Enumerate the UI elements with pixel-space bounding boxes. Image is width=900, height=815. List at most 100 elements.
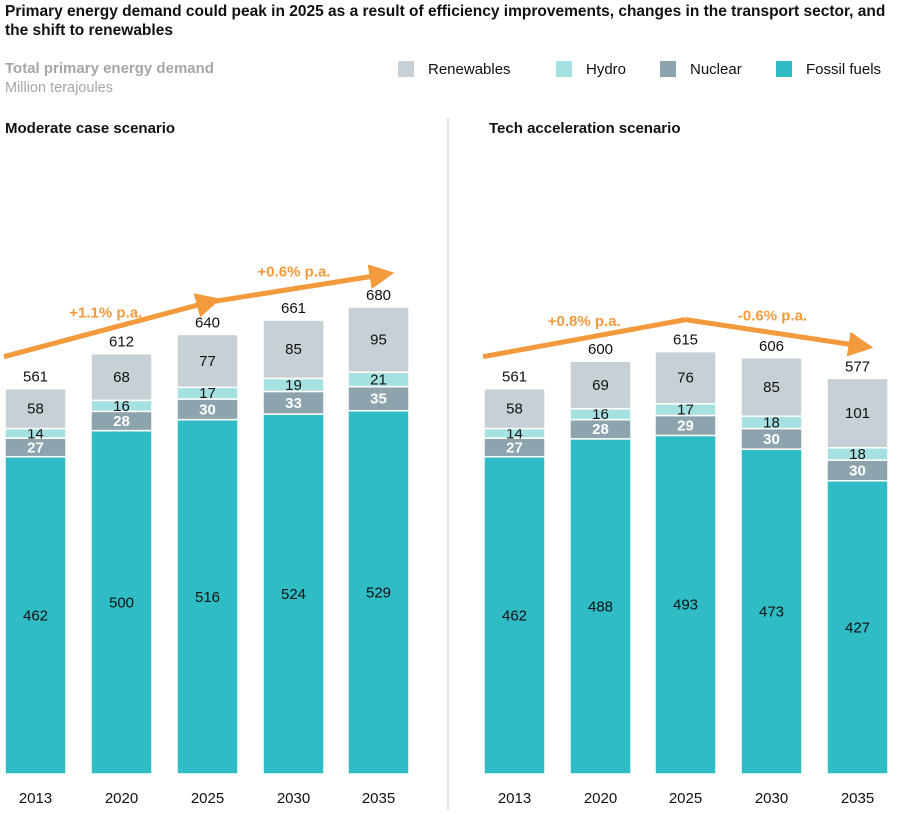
data-label-fossil-fuels: 493 xyxy=(673,597,698,614)
panel-title-moderate: Moderate case scenario xyxy=(5,120,176,137)
data-label-hydro: 17 xyxy=(677,402,694,419)
total-label: 606 xyxy=(759,338,784,355)
data-label-hydro: 19 xyxy=(285,377,302,394)
data-label-nuclear: 27 xyxy=(27,439,44,456)
chart-title: Primary energy demand could peak in 2025… xyxy=(5,3,886,39)
data-label-renewables: 77 xyxy=(199,353,216,370)
total-label: 615 xyxy=(673,332,698,349)
bar-segment-fossil-fuels xyxy=(740,448,803,775)
data-label-fossil-fuels: 462 xyxy=(23,607,48,624)
total-label: 577 xyxy=(845,358,870,375)
data-label-renewables: 101 xyxy=(845,405,870,422)
data-label-hydro: 18 xyxy=(849,446,866,463)
data-label-fossil-fuels: 500 xyxy=(109,594,134,611)
growth-rate-label: +0.6% p.a. xyxy=(258,264,331,281)
bar-segment-renewables xyxy=(347,306,410,373)
data-label-fossil-fuels: 473 xyxy=(759,604,784,621)
data-label-renewables: 69 xyxy=(592,377,609,394)
data-label-nuclear: 30 xyxy=(849,462,866,479)
data-label-nuclear: 27 xyxy=(506,439,523,456)
bar-segment-fossil-fuels xyxy=(176,418,239,775)
data-label-nuclear: 33 xyxy=(285,395,302,412)
bar-segment-renewables xyxy=(90,352,153,402)
legend-item-renewables: Renewables xyxy=(398,59,511,79)
growth-rate-label: -0.6% p.a. xyxy=(738,308,807,325)
legend-label-renewables: Renewables xyxy=(428,60,511,78)
growth-arrow xyxy=(3,293,222,360)
data-label-hydro: 14 xyxy=(506,425,523,442)
data-label-fossil-fuels: 427 xyxy=(845,619,870,636)
x-tick-label: 2035 xyxy=(841,790,874,807)
legend-swatch-nuclear xyxy=(660,61,676,77)
bar-segment-fossil-fuels xyxy=(262,413,325,775)
bar-segment-fossil-fuels xyxy=(483,455,546,775)
bar-segment-renewables xyxy=(483,387,546,430)
legend-label-nuclear: Nuclear xyxy=(690,60,742,78)
bar-segment-renewables xyxy=(826,377,889,449)
x-tick-label: 2013 xyxy=(498,790,531,807)
data-label-nuclear: 30 xyxy=(763,431,780,448)
data-label-nuclear: 30 xyxy=(199,401,216,418)
data-label-hydro: 16 xyxy=(113,398,130,415)
total-label: 680 xyxy=(366,287,391,304)
data-label-nuclear: 28 xyxy=(592,421,609,438)
data-label-renewables: 95 xyxy=(370,332,387,349)
bar-segment-nuclear xyxy=(347,385,410,412)
growth-rate-label: +1.1% p.a. xyxy=(69,305,142,322)
total-label: 600 xyxy=(588,341,613,358)
data-label-fossil-fuels: 524 xyxy=(281,586,306,603)
x-tick-label: 2013 xyxy=(19,790,52,807)
legend-item-fossil-fuels: Fossil fuels xyxy=(776,59,881,79)
data-label-renewables: 76 xyxy=(677,370,694,387)
bar-segment-fossil-fuels xyxy=(4,455,67,775)
x-tick-label: 2030 xyxy=(277,790,310,807)
data-label-renewables: 85 xyxy=(285,341,302,358)
total-label: 561 xyxy=(23,369,48,386)
unit-label: Million terajoules xyxy=(5,80,113,96)
bar-segment-fossil-fuels xyxy=(347,409,410,775)
data-label-fossil-fuels: 488 xyxy=(588,598,613,615)
growth-arrow xyxy=(482,317,686,360)
x-tick-label: 2025 xyxy=(191,790,224,807)
data-label-nuclear: 29 xyxy=(677,417,694,434)
data-label-nuclear: 28 xyxy=(113,413,130,430)
growth-arrow xyxy=(685,317,874,357)
bar-segment-fossil-fuels xyxy=(654,434,717,775)
total-label: 561 xyxy=(502,369,527,386)
growth-arrow xyxy=(207,264,395,305)
total-label: 661 xyxy=(281,300,306,317)
legend-swatch-fossil-fuels xyxy=(776,61,792,77)
chart-subtitle: Total primary energy demand xyxy=(5,60,214,77)
x-tick-label: 2030 xyxy=(755,790,788,807)
data-label-hydro: 17 xyxy=(199,385,216,402)
bar-segment-renewables xyxy=(569,360,632,410)
data-label-renewables: 85 xyxy=(763,379,780,396)
data-label-hydro: 18 xyxy=(763,414,780,431)
total-label: 640 xyxy=(195,314,220,331)
data-label-nuclear: 35 xyxy=(370,391,387,408)
x-tick-label: 2020 xyxy=(105,790,138,807)
legend-item-nuclear: Nuclear xyxy=(660,59,742,79)
bar-segment-fossil-fuels xyxy=(826,479,889,775)
growth-rate-label: +0.8% p.a. xyxy=(548,313,621,330)
bar-segment-renewables xyxy=(740,357,803,417)
data-label-fossil-fuels: 529 xyxy=(366,584,391,601)
x-tick-label: 2025 xyxy=(669,790,702,807)
data-label-renewables: 58 xyxy=(506,401,523,418)
legend-label-hydro: Hydro xyxy=(586,60,627,78)
data-label-hydro: 14 xyxy=(27,425,44,442)
bar-segment-renewables xyxy=(654,350,717,405)
bar-segment-fossil-fuels xyxy=(569,438,632,775)
data-label-fossil-fuels: 462 xyxy=(502,607,527,624)
x-tick-label: 2035 xyxy=(362,790,395,807)
panel-title-tech: Tech acceleration scenario xyxy=(489,120,681,137)
data-label-renewables: 68 xyxy=(113,369,130,386)
bar-segment-renewables xyxy=(262,319,325,380)
legend-swatch-hydro xyxy=(556,61,572,77)
data-label-hydro: 16 xyxy=(592,406,609,423)
data-label-renewables: 58 xyxy=(27,401,44,418)
data-label-hydro: 21 xyxy=(370,371,387,388)
legend-label-fossil-fuels: Fossil fuels xyxy=(806,60,882,78)
data-label-fossil-fuels: 516 xyxy=(195,589,220,606)
